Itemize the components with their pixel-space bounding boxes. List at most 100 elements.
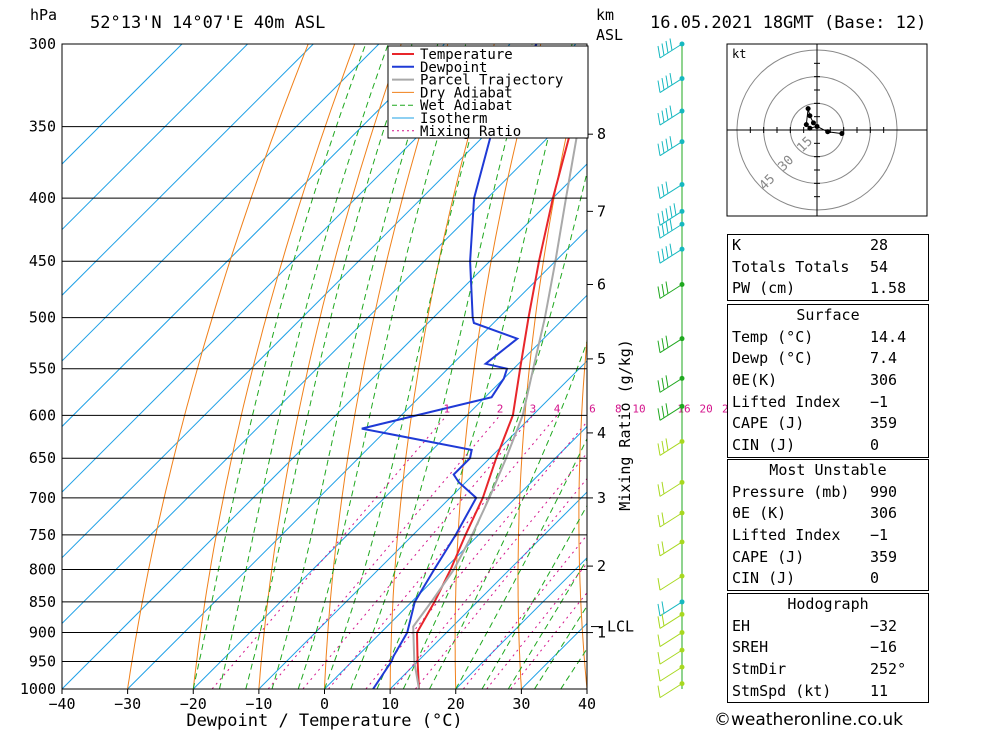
isotherm-line (62, 44, 380, 362)
hodograph-title: Hodograph (787, 595, 869, 613)
surface-value: 7.4 (870, 349, 898, 368)
hodograph-point (810, 120, 816, 126)
dry-adiabat-line (127, 44, 309, 689)
km-tick-label: 6 (597, 276, 606, 294)
mixing-ratio-label: 3 (530, 402, 537, 415)
dry-adiabat-line (695, 44, 727, 689)
pressure-tick-label: 950 (29, 653, 56, 671)
temperature-tick-label: 30 (512, 695, 530, 713)
most-unstable-row: CIN (J) 0 (728, 568, 928, 590)
mixing-ratio-label: 16 (677, 402, 690, 415)
index-value: 54 (870, 257, 889, 276)
surface-table: Surface Temp (°C) 14.4 Dewp (°C) 7.4 θE(K) 30… (727, 304, 929, 458)
wind-barb (657, 681, 685, 699)
surface-label: Dewp (°C) (732, 349, 814, 368)
mixing-ratio-label: 4 (554, 402, 561, 415)
hodograph-point (807, 125, 813, 131)
wind-barb (657, 181, 685, 199)
wet-adiabat-line (350, 44, 533, 689)
wind-barb (657, 335, 685, 354)
legend-entry: Mixing Ratio (420, 124, 521, 140)
mixing-ratio-label: 10 (632, 402, 645, 415)
wind-barb (657, 539, 685, 557)
hodograph-row: StmSpd (kt) 11 (728, 681, 928, 703)
km-label: km (596, 6, 614, 24)
isotherm-line (258, 360, 587, 689)
wind-barb (657, 105, 685, 126)
mixing-ratio-label: 8 (615, 402, 622, 415)
index-value: 28 (870, 236, 889, 254)
wind-barb (657, 510, 685, 528)
most-unstable-row: CAPE (J) 359 (728, 547, 928, 569)
hodograph-label: EH (732, 616, 751, 635)
pressure-tick-label: 900 (29, 624, 56, 642)
most-unstable-row: Pressure (mb) 990 (728, 482, 928, 504)
wind-barb (657, 218, 685, 239)
hodograph-row: StmDir 252° (728, 659, 928, 681)
surface-row: CAPE (J) 359 (728, 413, 928, 435)
isotherm-line (389, 491, 587, 689)
legend-entry: Isotherm (420, 111, 487, 127)
dry-adiabat-line (192, 44, 356, 689)
wet-adiabat-line (402, 170, 587, 689)
indices-table: K 28 Totals Totals 54 PW (cm) 1.58 (727, 234, 929, 302)
most-unstable-title: Most Unstable (769, 461, 887, 479)
asl-label: ASL (596, 26, 623, 44)
isotherm-line (62, 44, 445, 428)
pressure-tick-label: 800 (29, 560, 56, 578)
most-unstable-value: −1 (870, 526, 889, 545)
sounding-datetime: 16.05.2021 18GMT (Base: 12) (650, 13, 926, 33)
index-value: 1.58 (870, 279, 907, 298)
wind-barb (657, 599, 685, 617)
hodograph-point (807, 113, 813, 119)
pressure-tick-label: 550 (29, 360, 56, 378)
wind-barb (657, 72, 685, 93)
pressure-tick-label: 400 (29, 189, 56, 207)
dry-adiabat-line (957, 44, 1000, 689)
temperature-tick-label: 20 (447, 695, 465, 713)
isotherm-line (62, 44, 183, 165)
pressure-tick-label: 1000 (20, 680, 56, 698)
most-unstable-value: 306 (870, 504, 898, 523)
dry-adiabat-line (324, 44, 449, 689)
index-row: K 28 (728, 235, 928, 257)
temperature-tick-label: 10 (381, 695, 399, 713)
temperature-tick-label: 40 (578, 695, 596, 713)
temperature-tick-label: −20 (180, 695, 207, 713)
wind-barb (657, 243, 685, 264)
hodograph-table: Hodograph EH −32 SREH −16 StmDir 252° StmSpd (… (727, 593, 929, 704)
pressure-tick-label: 850 (29, 593, 56, 611)
surface-value: 14.4 (870, 327, 907, 346)
surface-value: 359 (870, 414, 898, 433)
wind-barb (657, 479, 685, 497)
surface-row: Temp (°C) 14.4 (728, 327, 928, 349)
wind-barb (657, 664, 685, 682)
km-tick-label: 4 (597, 424, 606, 442)
hodograph-point (839, 131, 845, 137)
wind-barb (657, 647, 685, 665)
isotherm-line (62, 163, 587, 689)
most-unstable-label: Lifted Index (732, 526, 841, 545)
km-tick-label: 1 (597, 624, 606, 642)
wind-barb (657, 281, 685, 299)
hodograph-value: 252° (870, 660, 907, 679)
hodograph-label: StmDir (732, 660, 787, 679)
isotherm-line (62, 44, 314, 296)
pressure-tick-label: 350 (29, 118, 56, 136)
temperature-tick-label: −30 (114, 695, 141, 713)
wind-barb (657, 573, 685, 591)
hodograph-point (803, 122, 809, 128)
wind-barb (657, 375, 685, 393)
pressure-tick-label: 300 (29, 35, 56, 53)
most-unstable-label: θE (K) (732, 504, 787, 523)
km-tick-label: 2 (597, 557, 606, 575)
mixing-ratio-label: 1 (444, 402, 451, 415)
wet-adiabat-line (271, 44, 439, 689)
isotherm-line (62, 44, 248, 231)
most-unstable-label: CAPE (J) (732, 547, 805, 566)
pressure-tick-label: 650 (29, 449, 56, 467)
km-tick-label: 7 (597, 202, 606, 220)
wind-barb (657, 611, 685, 629)
most-unstable-label: CIN (J) (732, 569, 796, 588)
